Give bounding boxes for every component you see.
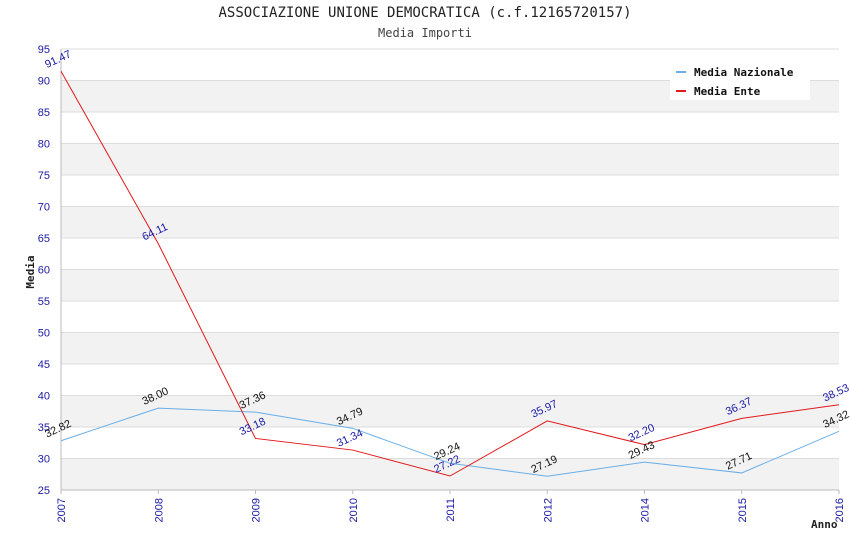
chart-subtitle: Media Importi (378, 26, 472, 40)
legend: Media Nazionale Media Ente (670, 60, 810, 100)
plot-band (61, 206, 839, 238)
y-tick-label: 25 (38, 485, 50, 497)
series-line-media-ente (60, 70, 840, 477)
y-tick-label: 65 (38, 233, 50, 245)
y-tick-label: 50 (38, 328, 50, 340)
y-tick-label: 80 (38, 139, 50, 151)
x-tick-label: 2012 (542, 498, 554, 522)
data-label: 31.34 (335, 427, 365, 450)
y-tick-label: 55 (38, 296, 50, 308)
y-tick-label: 75 (38, 170, 50, 182)
y-tick-label: 60 (38, 265, 50, 277)
y-tick-label: 90 (38, 76, 50, 88)
y-tick-label: 35 (38, 422, 50, 434)
x-tick-label: 2011 (445, 498, 457, 522)
y-tick-label: 85 (38, 107, 50, 119)
x-axis-title: Anno (811, 518, 838, 531)
x-tick-label: 2007 (56, 498, 68, 522)
series-lines (60, 70, 840, 477)
y-tick-label: 30 (38, 454, 50, 466)
plot-band (61, 332, 839, 364)
x-axis-ticks: 2007 2008 2009 2010 2011 2012 2014 2015 2016 (56, 490, 846, 522)
x-tick-label: 2010 (348, 498, 360, 522)
x-tick-label: 2014 (640, 498, 652, 522)
x-tick-label: 2015 (737, 498, 749, 522)
legend-label: Media Ente (694, 85, 761, 98)
legend-label: Media Nazionale (694, 66, 794, 79)
y-axis-title: Media (24, 255, 37, 288)
x-tick-label: 2008 (153, 498, 165, 522)
x-tick-label: 2009 (251, 498, 263, 522)
y-axis-ticks: 25 30 35 40 45 50 55 60 65 70 75 80 85 90 95 (38, 44, 50, 497)
plot-band (61, 395, 839, 427)
y-tick-label: 45 (38, 359, 50, 371)
chart-title: ASSOCIAZIONE UNIONE DEMOCRATICA (c.f.121… (218, 5, 632, 21)
y-tick-label: 40 (38, 391, 50, 403)
x-tick-label: 2016 (834, 498, 846, 522)
plot-band (61, 269, 839, 301)
y-tick-label: 95 (38, 44, 50, 56)
series-line-media-nazionale (60, 407, 840, 477)
legend-box (670, 60, 810, 100)
y-tick-label: 70 (38, 202, 50, 214)
plot-bands (61, 80, 839, 490)
plot-band (61, 143, 839, 175)
